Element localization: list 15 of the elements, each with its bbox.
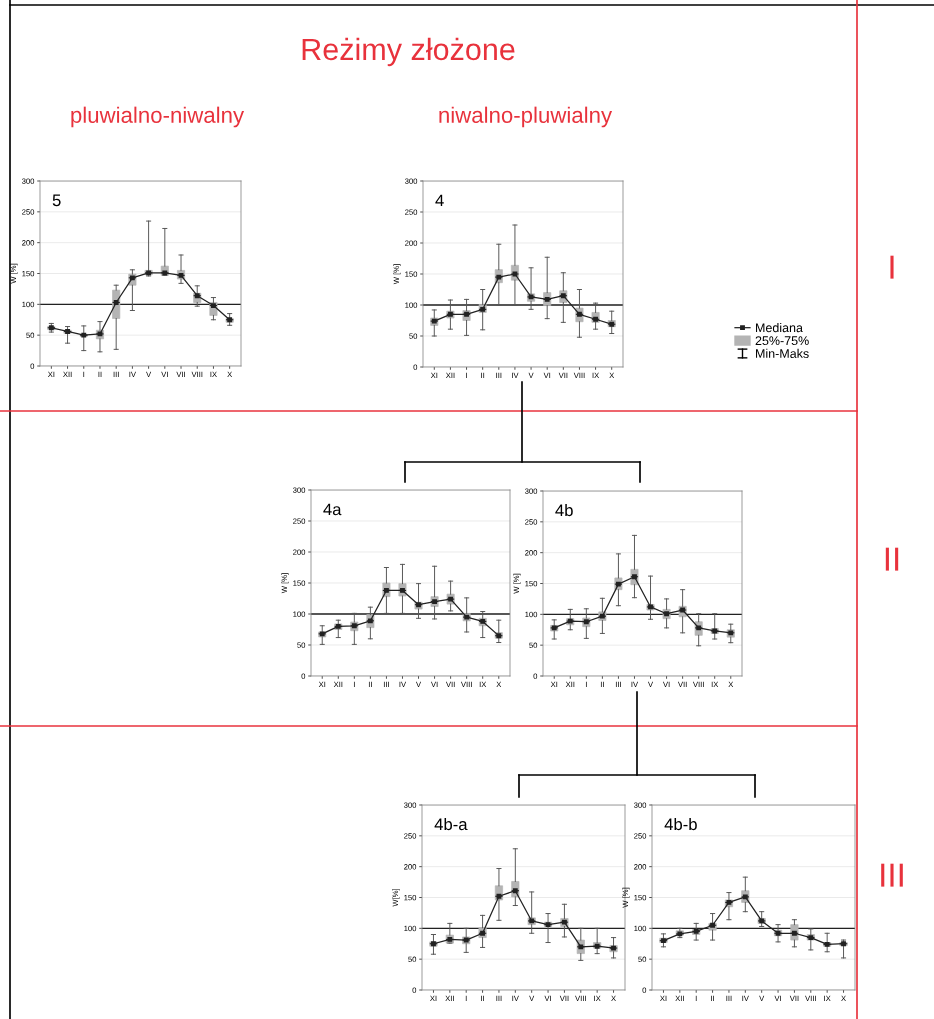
text: 4b	[555, 503, 573, 517]
legend-label: 25%-75%	[755, 336, 809, 346]
text: Reżimy złożone	[302, 37, 515, 67]
text: 4a	[323, 503, 342, 516]
text: pluwialno-niwalny	[71, 106, 245, 128]
text: III	[881, 863, 903, 887]
text: 4	[435, 194, 444, 207]
text: Min-Maks	[756, 348, 809, 358]
text: I	[890, 255, 894, 279]
text: niwalno-pluwialny	[439, 106, 613, 128]
text: 5	[52, 194, 61, 207]
text: 4b-a	[434, 817, 468, 831]
text: II	[885, 547, 899, 571]
text: 4b-b	[664, 817, 697, 831]
legend-label: Mediana	[756, 323, 803, 333]
